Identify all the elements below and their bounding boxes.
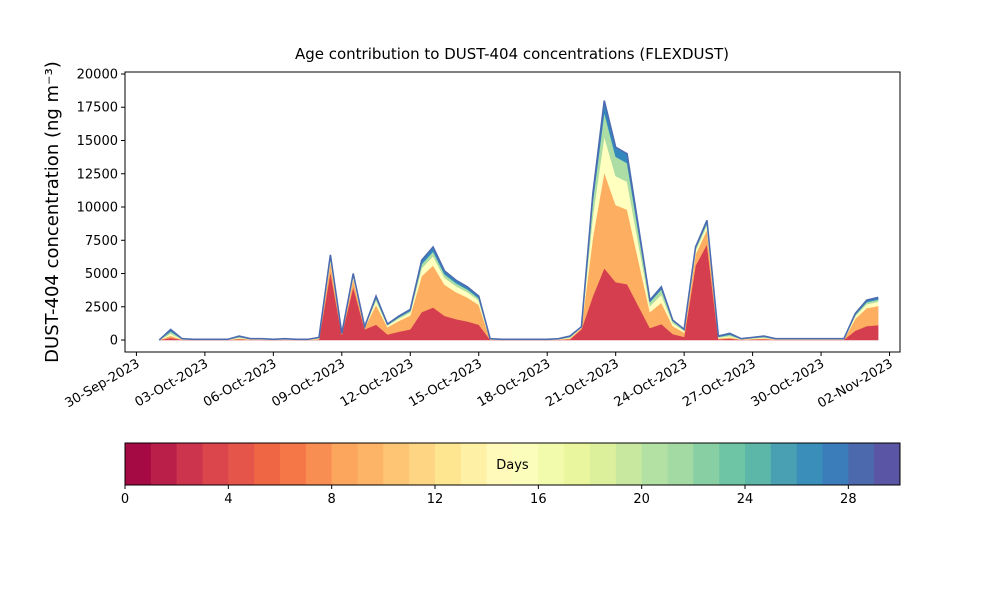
y-tick-label: 12500 <box>77 167 118 182</box>
colorbar-swatch <box>667 443 694 485</box>
colorbar-tick-label: 20 <box>633 492 650 507</box>
colorbar-swatch <box>745 443 772 485</box>
colorbar-tick-label: 4 <box>224 492 232 507</box>
colorbar-swatch <box>770 443 798 485</box>
colorbar-tick-label: 28 <box>840 492 857 507</box>
area <box>159 243 879 341</box>
colorbar-swatch <box>641 443 668 485</box>
colorbar-swatch <box>125 443 152 485</box>
x-tick-label: 12-Oct-2023 <box>338 356 416 410</box>
x-tick-label: 06-Oct-2023 <box>201 356 279 410</box>
y-tick-label: 5000 <box>85 267 118 282</box>
colorbar-swatch <box>564 443 591 485</box>
x-tick-label: 15-Oct-2023 <box>406 356 484 410</box>
colorbar-swatch <box>435 443 462 485</box>
colorbar-swatch <box>383 443 410 485</box>
colorbar-swatch <box>176 443 203 485</box>
x-tick-label: 27-Oct-2023 <box>680 356 758 410</box>
colorbar-frame <box>124 442 901 486</box>
y-tick-label: 2500 <box>85 300 118 315</box>
colorbar-swatch <box>254 443 281 485</box>
colorbar-tick-label: 24 <box>737 492 754 507</box>
x-tick-label: 02-Nov-2023 <box>815 356 895 411</box>
colorbar-swatch <box>357 443 384 485</box>
x-tick-label: 09-Oct-2023 <box>269 356 347 410</box>
colorbar-swatch <box>305 443 333 485</box>
colorbar-swatch <box>796 443 823 485</box>
colorbar-swatch <box>693 443 720 485</box>
outline <box>158 100 879 341</box>
colorbar-swatch <box>202 443 229 485</box>
colorbar-swatch <box>848 443 875 485</box>
colorbar-swatch <box>150 443 178 485</box>
area <box>159 136 879 341</box>
colorbar-swatch <box>409 443 436 485</box>
colorbar-tick-label: 8 <box>328 492 336 507</box>
y-tick-label: 7500 <box>85 234 118 249</box>
y-tick-label: 17500 <box>77 101 118 116</box>
colorbar-swatch <box>874 443 901 485</box>
colorbar-swatch <box>719 443 746 485</box>
x-tick-label: 03-Oct-2023 <box>132 356 210 410</box>
area <box>159 171 879 341</box>
colorbar-swatch <box>228 443 255 485</box>
colorbar-swatch <box>538 443 565 485</box>
colorbar-swatch <box>512 443 539 485</box>
y-axis-label: DUST-404 concentration (ng m⁻³) <box>42 61 63 363</box>
colorbar-label: Days <box>496 458 529 473</box>
colorbar-swatch <box>486 443 513 485</box>
colorbar-swatch <box>822 443 849 485</box>
y-tick-label: 20000 <box>77 67 118 82</box>
x-tick-label: 21-Oct-2023 <box>543 356 621 410</box>
colorbar-swatch <box>590 443 617 485</box>
chart-title: Age contribution to DUST-404 concentrati… <box>295 45 729 63</box>
y-tick-label: 10000 <box>77 201 118 216</box>
x-tick-label: 30-Sep-2023 <box>63 356 143 411</box>
area <box>159 112 879 341</box>
area <box>159 100 879 341</box>
colorbar-swatch <box>331 443 358 485</box>
y-tick-label: 15000 <box>77 134 118 149</box>
colorbar-swatch <box>615 443 643 485</box>
plot-frame <box>124 71 901 353</box>
x-tick-label: 18-Oct-2023 <box>475 356 553 410</box>
colorbar-swatch <box>280 443 307 485</box>
colorbar-swatch <box>460 443 488 485</box>
x-tick-label: 30-Oct-2023 <box>749 356 827 410</box>
colorbar-tick-label: 16 <box>530 492 547 507</box>
colorbar-tick-label: 0 <box>121 492 129 507</box>
y-tick-label: 0 <box>110 334 118 349</box>
x-tick-label: 24-Oct-2023 <box>612 356 690 410</box>
colorbar-tick-label: 12 <box>427 492 444 507</box>
